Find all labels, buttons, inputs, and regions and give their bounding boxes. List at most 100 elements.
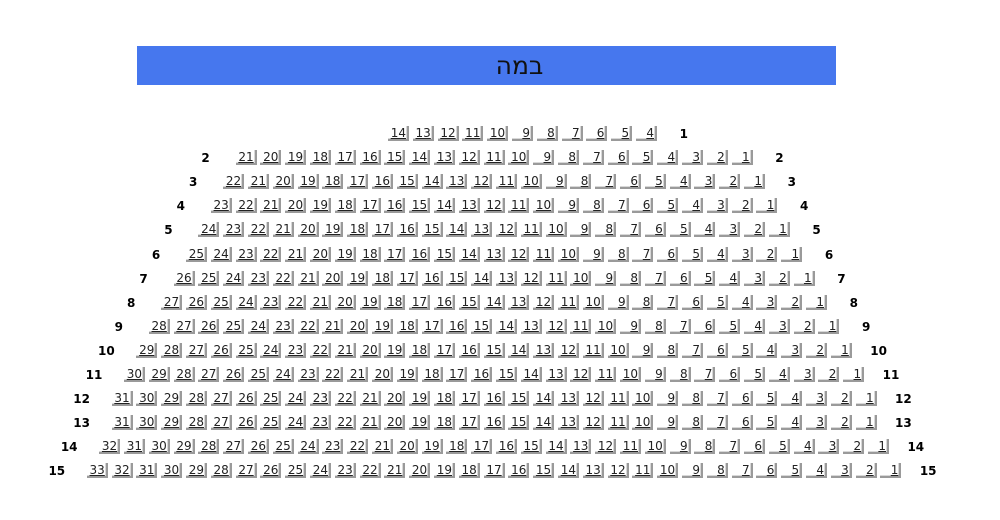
seat-button[interactable]: 8 [694, 439, 716, 455]
seat-button[interactable]: 5 [768, 439, 790, 455]
seat-button[interactable]: 20 [272, 174, 294, 190]
seat-button[interactable]: 1 [818, 318, 840, 334]
seat-button[interactable]: 3 [694, 174, 716, 190]
seat-button[interactable]: 9 [632, 342, 654, 358]
seat-button[interactable]: 20 [372, 367, 393, 382]
seat-button[interactable]: 24 [210, 246, 232, 262]
seat-button[interactable]: 12 [496, 222, 517, 238]
seat-button[interactable]: 18 [409, 342, 431, 358]
seat-button[interactable]: 3 [756, 294, 778, 310]
seat-button[interactable]: 6 [719, 367, 741, 382]
seat-button[interactable]: 22 [334, 391, 356, 407]
seat-button[interactable]: 11 [483, 150, 505, 166]
seat-button[interactable]: 4 [768, 367, 790, 382]
seat-button[interactable]: 4 [756, 342, 778, 358]
seat-button[interactable]: 9 [582, 246, 604, 262]
seat-button[interactable]: 21 [248, 174, 269, 190]
seat-button[interactable]: 2 [706, 150, 728, 166]
seat-button[interactable]: 10 [632, 415, 654, 431]
seat-button[interactable]: 5 [744, 367, 765, 382]
seat-button[interactable]: 23 [272, 318, 294, 334]
seat-button[interactable]: 14 [434, 198, 455, 214]
seat-button[interactable]: 15 [384, 150, 406, 166]
seat-button[interactable]: 9 [595, 270, 617, 286]
seat-button[interactable]: 14 [458, 246, 480, 262]
seat-button[interactable]: 26 [173, 270, 195, 286]
seat-button[interactable]: 30 [148, 439, 170, 455]
seat-button[interactable]: 19 [434, 463, 455, 479]
seat-button[interactable]: 17 [458, 391, 480, 407]
seat-button[interactable]: 9 [570, 222, 592, 238]
seat-button[interactable]: 9 [657, 391, 679, 407]
seat-button[interactable]: 24 [235, 294, 257, 310]
seat-button[interactable]: 5 [669, 222, 691, 238]
seat-button[interactable]: 7 [620, 222, 641, 238]
seat-button[interactable]: 7 [706, 415, 728, 431]
seat-button[interactable]: 1 [855, 415, 877, 431]
seat-button[interactable]: 7 [731, 463, 753, 479]
seat-button[interactable]: 25 [198, 270, 220, 286]
seat-button[interactable]: 11 [508, 198, 530, 214]
seat-button[interactable]: 8 [632, 294, 654, 310]
seat-button[interactable]: 1 [756, 198, 778, 214]
seat-button[interactable]: 18 [334, 198, 356, 214]
seat-button[interactable]: 5 [731, 342, 753, 358]
seat-button[interactable]: 23 [297, 367, 319, 382]
seat-button[interactable]: 6 [756, 463, 778, 479]
seat-button[interactable]: 27 [210, 391, 232, 407]
seat-button[interactable]: 13 [582, 463, 604, 479]
seat-button[interactable]: 26 [210, 342, 232, 358]
seat-button[interactable]: 8 [570, 174, 592, 190]
seat-button[interactable]: 8 [669, 367, 691, 382]
seat-button[interactable]: 8 [682, 415, 703, 431]
seat-button[interactable]: 8 [682, 391, 703, 407]
seat-button[interactable]: 5 [682, 246, 703, 262]
seat-button[interactable]: 19 [421, 439, 443, 455]
seat-button[interactable]: 7 [682, 342, 703, 358]
seat-button[interactable]: 11 [632, 463, 654, 479]
seat-button[interactable]: 3 [706, 198, 728, 214]
seat-button[interactable]: 9 [607, 294, 629, 310]
seat-button[interactable]: 2 [793, 318, 815, 334]
seat-button[interactable]: 21 [235, 150, 257, 166]
seat-button[interactable]: 23 [285, 342, 307, 358]
seat-button[interactable]: 16 [446, 318, 468, 334]
seat-button[interactable]: 28 [186, 391, 207, 407]
seat-button[interactable]: 16 [396, 222, 418, 238]
seat-button[interactable]: 14 [409, 150, 431, 166]
seat-button[interactable]: 9 [558, 198, 579, 214]
seat-button[interactable]: 10 [570, 270, 592, 286]
seat-button[interactable]: 26 [235, 415, 257, 431]
seat-button[interactable]: 19 [359, 294, 381, 310]
seat-button[interactable]: 4 [731, 294, 753, 310]
seat-button[interactable]: 19 [322, 222, 344, 238]
seat-button[interactable]: 3 [719, 222, 741, 238]
seat-button[interactable]: 1 [868, 439, 889, 455]
seat-button[interactable]: 12 [607, 463, 629, 479]
seat-button[interactable]: 19 [347, 270, 369, 286]
seat-button[interactable]: 23 [248, 270, 269, 286]
seat-button[interactable]: 25 [210, 294, 232, 310]
seat-button[interactable]: 10 [533, 198, 555, 214]
seat-button[interactable]: 11 [496, 174, 517, 190]
seat-button[interactable]: 7 [644, 270, 666, 286]
seat-button[interactable]: 5 [611, 126, 633, 141]
seat-button[interactable]: 6 [669, 270, 691, 286]
seat-button[interactable]: 22 [297, 318, 319, 334]
seat-button[interactable]: 5 [706, 294, 728, 310]
seat-button[interactable]: 27 [235, 463, 257, 479]
seat-button[interactable]: 4 [719, 270, 741, 286]
seat-button[interactable]: 13 [558, 415, 579, 431]
seat-button[interactable]: 32 [111, 463, 133, 479]
seat-button[interactable]: 26 [186, 294, 207, 310]
seat-button[interactable]: 6 [620, 174, 641, 190]
seat-button[interactable]: 15 [396, 174, 418, 190]
seat-button[interactable]: 25 [223, 318, 245, 334]
seat-button[interactable]: 2 [719, 174, 741, 190]
seat-button[interactable]: 19 [285, 150, 307, 166]
seat-button[interactable]: 2 [830, 391, 852, 407]
seat-button[interactable]: 7 [632, 246, 654, 262]
seat-button[interactable]: 28 [173, 367, 195, 382]
seat-button[interactable]: 16 [496, 439, 517, 455]
seat-button[interactable]: 20 [297, 222, 319, 238]
